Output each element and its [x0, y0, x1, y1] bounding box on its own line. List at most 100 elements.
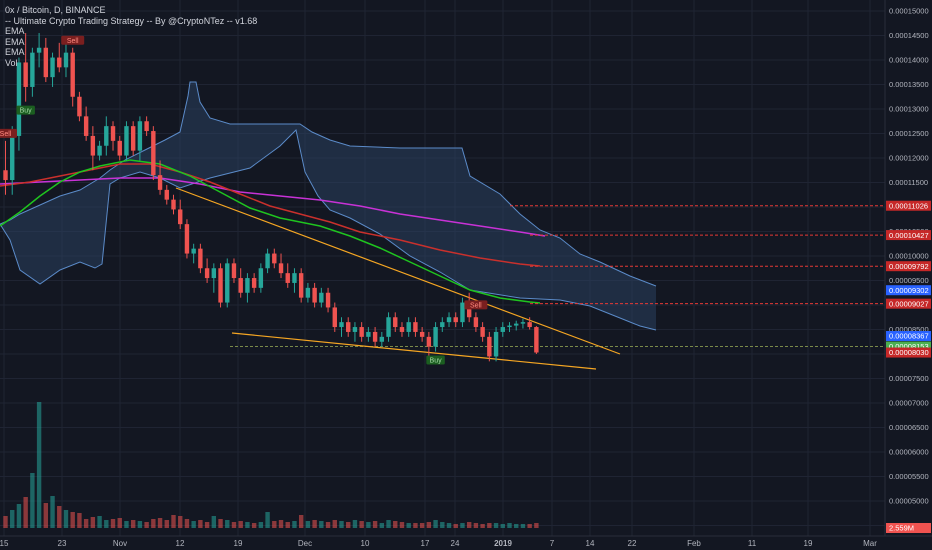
volume-bars — [3, 402, 539, 528]
legend-ema-2[interactable]: EMA — [5, 36, 25, 47]
ema-magenta-line — [0, 177, 546, 237]
volume-bar — [124, 521, 129, 528]
volume-bar — [440, 522, 445, 528]
price-tags: 0.00011026 0.00010427 0.00009792 0.00009027… — [886, 200, 931, 533]
candle-body — [130, 126, 136, 151]
volume-bar — [520, 524, 526, 528]
volume-bar — [278, 520, 284, 528]
candle-body — [446, 317, 452, 323]
chart-legend: 0x / Bitcoin, D, BINANCE -- Ultimate Cry… — [5, 5, 257, 68]
volume-bar — [339, 521, 344, 528]
legend-ema-3[interactable]: EMA — [5, 47, 25, 57]
volume-bar — [10, 510, 15, 528]
candle-body — [493, 331, 499, 357]
volume-bar — [110, 519, 116, 528]
candle-body — [393, 317, 398, 328]
signal-label: Buy — [20, 108, 33, 115]
volume-bar — [305, 521, 311, 528]
volume-bar — [16, 504, 22, 528]
price-tag: 0.00011026 — [886, 200, 931, 211]
price-tag-label: 0.00011026 — [889, 201, 928, 210]
price-tick-label: 0.00014000 — [889, 56, 929, 65]
time-tick-label: 10 — [361, 539, 370, 548]
price-tick-label: 0.00015000 — [889, 7, 929, 16]
signal-box — [16, 105, 35, 115]
price-tick-label: 0.00009500 — [889, 276, 929, 285]
volume-bar — [366, 522, 371, 528]
volume-bar — [312, 520, 317, 528]
legend-vol[interactable]: Vol — [5, 57, 18, 68]
candle-body — [70, 52, 75, 97]
volume-bar — [393, 521, 398, 528]
time-tick-label: 15 — [0, 539, 9, 548]
candle-body — [211, 268, 217, 279]
volume-bar — [258, 522, 264, 528]
candle-body — [97, 145, 102, 156]
candle-body — [238, 278, 243, 293]
candle-body — [104, 126, 109, 146]
price-tag-box — [886, 285, 931, 296]
volume-bar — [83, 519, 89, 528]
time-tick-label: 19 — [804, 539, 813, 548]
wedge-trendlines — [175, 187, 621, 370]
price-tag-label: 0.00008153 — [889, 342, 929, 351]
time-tick-label: 7 — [550, 539, 555, 548]
time-tick-label: 23 — [58, 539, 67, 548]
time-tick-label: Feb — [687, 539, 701, 548]
candle-body — [198, 248, 203, 269]
price-tag-label: 0.00009027 — [889, 299, 929, 308]
candle-body — [433, 327, 438, 347]
legend-strategy[interactable]: -- Ultimate Crypto Trading Strategy -- B… — [5, 15, 258, 26]
candle-body — [473, 317, 479, 328]
volume-bar — [184, 519, 190, 528]
time-tick-label: 11 — [748, 539, 757, 548]
legend-ema-1[interactable]: EMA — [5, 26, 25, 36]
volume-bar — [460, 523, 465, 528]
volume-bar — [70, 512, 75, 528]
candle-body — [204, 268, 210, 279]
candle-body — [36, 47, 42, 53]
candle-body — [352, 327, 358, 332]
price-tag: 0.00009792 — [886, 261, 931, 272]
price-tag: 0.00008367 — [886, 331, 931, 342]
volume-bar — [36, 402, 42, 528]
horizontal-levels — [230, 205, 885, 348]
candle-body — [372, 331, 378, 342]
price-tick-label: 0.00008500 — [889, 325, 929, 334]
time-tick-label: 22 — [628, 539, 637, 548]
volume-bar — [144, 522, 149, 528]
buy-signal: Buy — [426, 355, 445, 365]
volume-bar — [500, 524, 505, 528]
candle-body — [312, 287, 317, 303]
price-tag-label: 0.00008030 — [889, 348, 929, 357]
candle-body — [514, 323, 519, 326]
price-tag: 0.00008153 — [886, 341, 931, 352]
candle-body — [178, 209, 183, 225]
signal-label: Sell — [0, 131, 12, 138]
price-tick-label: 0.00013000 — [889, 105, 929, 114]
trade-signals: Sell Buy Sell Buy Sell — [0, 35, 488, 365]
price-tick-label: 0.00005500 — [889, 472, 929, 481]
price-tick-label: 0.00007000 — [889, 399, 929, 408]
candle-body — [16, 62, 22, 136]
volume-bar — [399, 522, 405, 528]
price-tick-label: 0.00014500 — [889, 31, 929, 40]
candle-body — [298, 273, 304, 298]
candle-body — [480, 327, 485, 337]
volume-bar — [231, 522, 237, 528]
candle-body — [399, 327, 405, 332]
volume-bar — [285, 522, 290, 528]
candle-body — [305, 287, 311, 298]
ema-green-line — [0, 159, 541, 304]
time-axis-labels: 15 23 Nov 12 19 Dec 10 17 24 2019 7 14 22 Feb 11 19 Mar — [0, 539, 877, 548]
volume-bar — [171, 515, 176, 528]
time-axis[interactable] — [0, 536, 932, 550]
signal-label: Sell — [67, 38, 79, 45]
time-tick-label: 14 — [586, 539, 595, 548]
candle-body — [272, 253, 277, 264]
legend-symbol[interactable]: 0x / Bitcoin, D, BINANCE — [5, 5, 106, 15]
candle-body — [90, 135, 96, 156]
signal-box — [426, 355, 445, 365]
signal-box — [464, 300, 488, 310]
